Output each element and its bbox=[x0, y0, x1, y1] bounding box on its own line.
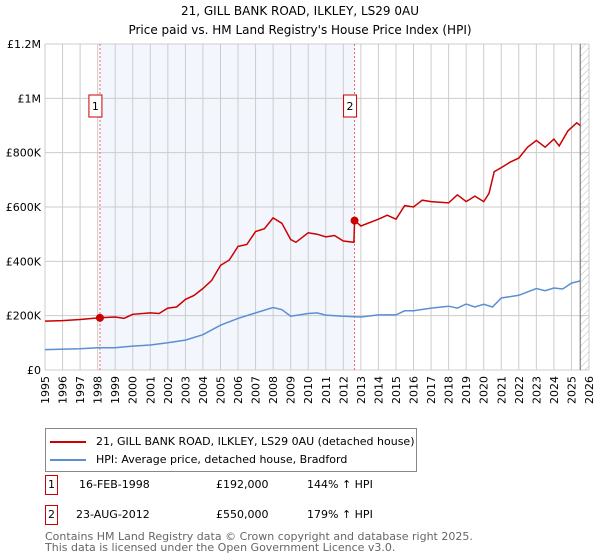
x-tick-label: 2024 bbox=[548, 376, 561, 404]
transaction-price: £192,000 bbox=[216, 478, 269, 491]
x-tick-label: 2018 bbox=[443, 376, 456, 404]
x-tick-label: 2012 bbox=[337, 376, 350, 404]
footer: Contains HM Land Registry data © Crown c… bbox=[45, 531, 473, 553]
x-tick-label: 2022 bbox=[513, 376, 526, 404]
chart-subtitle: Price paid vs. HM Land Registry's House … bbox=[128, 23, 471, 37]
x-tick-label: 2025 bbox=[565, 376, 578, 404]
legend-label-property: 21, GILL BANK ROAD, ILKLEY, LS29 0AU (de… bbox=[96, 435, 415, 448]
marker-label: 2 bbox=[347, 100, 354, 113]
y-tick-label: £600K bbox=[6, 201, 42, 214]
marker-label: 1 bbox=[92, 100, 99, 113]
transaction-date: 16-FEB-1998 bbox=[79, 478, 150, 491]
legend-label-hpi: HPI: Average price, detached house, Brad… bbox=[96, 453, 348, 466]
x-tick-label: 2000 bbox=[127, 376, 140, 404]
x-tick-label: 1995 bbox=[39, 376, 52, 404]
y-tick-label: £1.2M bbox=[7, 38, 41, 51]
y-tick-label: £0 bbox=[27, 364, 41, 377]
x-tick-label: 2010 bbox=[302, 376, 315, 404]
y-tick-label: £400K bbox=[6, 255, 42, 268]
x-tick-label: 2001 bbox=[144, 376, 157, 404]
x-tick-label: 2007 bbox=[250, 376, 263, 404]
x-tick-label: 2005 bbox=[214, 376, 227, 404]
x-tick-label: 1998 bbox=[92, 376, 105, 404]
marker-badge: 2 bbox=[45, 505, 58, 525]
x-tick-label: 2016 bbox=[408, 376, 421, 404]
sale-point bbox=[95, 313, 104, 322]
x-tick-label: 1997 bbox=[74, 376, 87, 404]
transaction-date: 23-AUG-2012 bbox=[76, 508, 150, 521]
footer-line: This data is licensed under the Open Gov… bbox=[45, 541, 396, 554]
series-line bbox=[44, 280, 581, 351]
legend-blue-line bbox=[50, 458, 86, 461]
marker-box bbox=[343, 94, 358, 118]
chart-title: 21, GILL BANK ROAD, ILKLEY, LS29 0AU bbox=[181, 4, 419, 18]
marker-box bbox=[88, 94, 103, 118]
transaction-hpi: 144% ↑ HPI bbox=[307, 478, 373, 491]
y-tick-label: £200K bbox=[6, 310, 42, 323]
legend: 21, GILL BANK ROAD, ILKLEY, LS29 0AU (de… bbox=[45, 428, 417, 472]
x-tick-label: 2019 bbox=[460, 376, 473, 404]
x-tick-label: 2003 bbox=[179, 376, 192, 404]
x-tick-label: 2004 bbox=[197, 376, 210, 404]
x-tick-label: 2023 bbox=[530, 376, 543, 404]
x-tick-label: 2002 bbox=[162, 376, 175, 404]
x-tick-label: 1996 bbox=[57, 376, 70, 404]
legend-red-line bbox=[50, 440, 86, 443]
x-tick-label: 2011 bbox=[320, 376, 333, 404]
x-tick-label: 1999 bbox=[109, 376, 122, 404]
x-tick-label: 2026 bbox=[583, 376, 596, 404]
series-line bbox=[44, 121, 581, 322]
footer-line: Contains HM Land Registry data © Crown c… bbox=[45, 530, 473, 543]
marker-badge: 1 bbox=[45, 475, 58, 495]
x-tick-label: 2008 bbox=[267, 376, 280, 404]
transaction-hpi: 179% ↑ HPI bbox=[307, 508, 373, 521]
y-tick-label: £800K bbox=[6, 147, 42, 160]
x-tick-label: 2017 bbox=[425, 376, 438, 404]
x-tick-label: 2014 bbox=[372, 376, 385, 404]
transaction-price: £550,000 bbox=[216, 508, 269, 521]
x-tick-label: 2006 bbox=[232, 376, 245, 404]
x-tick-label: 2020 bbox=[478, 376, 491, 404]
x-tick-label: 2021 bbox=[495, 376, 508, 404]
chart-svg: 21, GILL BANK ROAD, ILKLEY, LS29 0AU Pri… bbox=[6, 4, 596, 404]
x-tick-label: 2015 bbox=[390, 376, 403, 404]
sale-point bbox=[350, 216, 359, 225]
x-tick-label: 2013 bbox=[355, 376, 368, 404]
x-tick-label: 2009 bbox=[285, 376, 298, 404]
y-tick-label: £1M bbox=[18, 92, 42, 105]
